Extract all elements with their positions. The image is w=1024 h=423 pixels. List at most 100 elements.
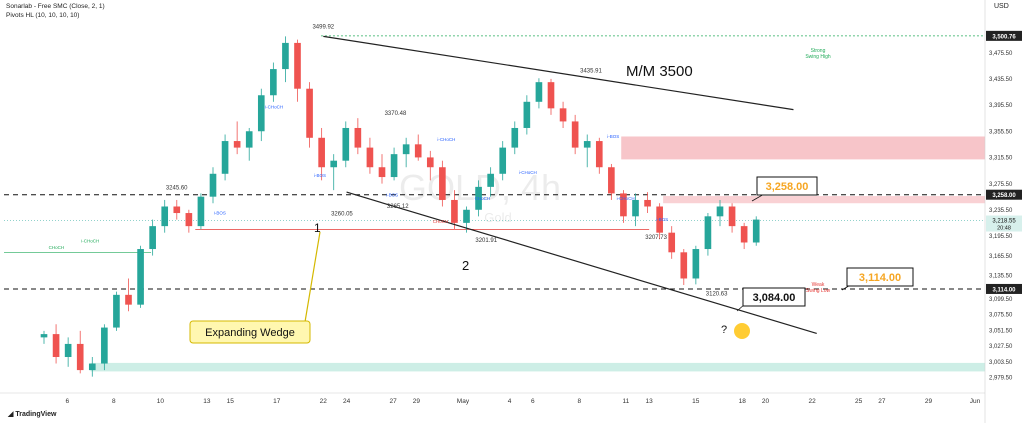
candle-body [716,206,724,217]
indicator-legend-smc: Sonarlab - Free SMC (Close, 2, 1) [6,3,105,10]
x-tick-label: 11 [623,398,630,405]
candle-body [221,141,229,174]
supply-zone-2 [663,196,985,204]
candle-body [511,127,519,148]
strong-high-badge [986,30,1022,41]
y-tick-label: 3,099.50 [989,297,1013,303]
x-tick-label: 17 [273,398,281,405]
candle-body [137,249,144,305]
candle-body [475,186,482,210]
x-tick-label: 6 [65,398,69,405]
candle-body [378,167,386,178]
weak-low-label: Weak [812,282,825,288]
structure-label: i-CHoCH [81,238,99,243]
y-tick-label: 3,075.50 [989,313,1013,319]
demand-zone [90,362,986,372]
resistance-badge-text: 3,258.00 [992,193,1016,199]
last-price-badge-text: 3,218.55 [992,219,1016,225]
x-tick-label: 15 [227,398,235,405]
candle-body [294,42,301,89]
pivot-price-label: 3435.91 [580,68,602,74]
x-tick-label: 20 [762,398,770,405]
x-tick-label: 10 [157,398,165,405]
candle-body [113,294,120,328]
pivot-price-label: 3120.63 [706,291,728,297]
candle-body [463,209,470,223]
tradingview-icon: ◢ [8,411,16,418]
y-tick-label: 3,275.50 [989,182,1013,188]
candle-body [668,232,676,253]
callout-3258-box [756,176,818,196]
candle-body [426,157,434,168]
tradingview-logo: ◢ TradingView [8,410,56,418]
currency-label: USD [994,3,1009,10]
callout-3084-box [742,287,806,307]
candle-body [656,206,663,233]
candle-body [487,173,494,187]
candle-body [740,226,748,243]
mm-annotation: M/M 3500 [626,63,693,80]
candle-body [330,160,338,168]
structure-label: i-CHoCH [265,104,283,109]
candle-body [752,219,760,243]
structure-label: CHoCH [475,196,491,201]
candle-body [149,226,156,250]
structure-label: i-BOS [314,173,326,178]
support-badge-text: 3,114.00 [992,287,1016,293]
y-tick-label: 2,979.50 [989,375,1013,381]
x-tick-label: 13 [646,398,654,405]
pivot-price-label: 3245.60 [166,185,188,191]
last-price-badge [986,215,1022,232]
candle-body [125,294,132,305]
thinking-emoji-icon [734,323,750,339]
x-tick-label: Jun [970,398,981,405]
candle-body [161,206,169,227]
y-tick-label: 3,395.50 [989,103,1013,109]
candle-body [354,127,362,148]
candle-body [571,121,579,148]
structure-label: i-BOS [214,210,226,215]
candle-body [197,196,205,227]
brand-name: TradingView [15,411,57,418]
structure-label: i-CHoCH [519,170,537,175]
candle-body [64,343,72,358]
candle-body [692,249,700,279]
y-tick-label: 3,475.50 [989,51,1013,57]
x-tick-label: 24 [343,398,351,405]
structure-label: CHoCH [433,219,449,224]
pivot-price-label: 3260.05 [331,212,353,218]
candle-body [728,206,736,227]
candle-body [644,199,651,207]
y-tick-label: 3,027.50 [989,344,1013,350]
y-tick-label: 3,051.50 [989,328,1013,334]
candle-body [439,167,446,200]
y-tick-label: 3,135.50 [989,273,1013,279]
candle-body [101,327,108,364]
y-tick-label: 3,195.50 [989,234,1013,240]
resistance-badge [986,189,1022,200]
candle-body [704,216,712,250]
swing-high-label: Swing High [805,54,831,60]
x-tick-label: 25 [855,398,863,405]
y-tick-label: 3,355.50 [989,129,1013,135]
wedge-callout-text: Expanding Wedge [205,327,295,339]
candle-body [632,199,639,217]
pivot-price-label: 3265.12 [387,204,409,210]
pivot-price-label: 3207.73 [645,235,667,241]
candle-body [547,82,555,109]
wedge-upper-line [323,35,794,111]
candle-body [76,343,84,371]
x-tick-label: 8 [112,398,116,405]
candle-body [342,127,350,161]
candle-body [233,141,241,148]
callout-3114-text: 3,114.00 [859,272,901,284]
pivot-price-label: 3499.92 [312,25,334,31]
structure-label: i-CHoCH [617,196,635,201]
structure-label: i-BOS [656,217,668,222]
indicator-legend-pivots: Pivots HL (10, 10, 10, 10) [6,12,80,19]
strong-high-label: Strong [811,48,826,54]
watermark-name: Gold [484,210,511,225]
wedge-callout-pointer [304,231,321,323]
candle-body [245,131,253,148]
